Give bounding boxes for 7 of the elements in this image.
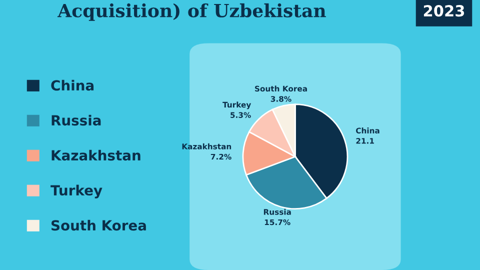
legend-label: Kazakhstan: [52, 150, 140, 161]
legend-label: China: [51, 80, 94, 91]
legend-label: Russia: [52, 114, 101, 126]
legend-label: South Korea: [52, 220, 146, 231]
text: 2023: [424, 5, 464, 17]
chart-title: Acquisition) of Uzbekistan: [57, 3, 326, 21]
legend-label: Turkey: [50, 184, 102, 198]
